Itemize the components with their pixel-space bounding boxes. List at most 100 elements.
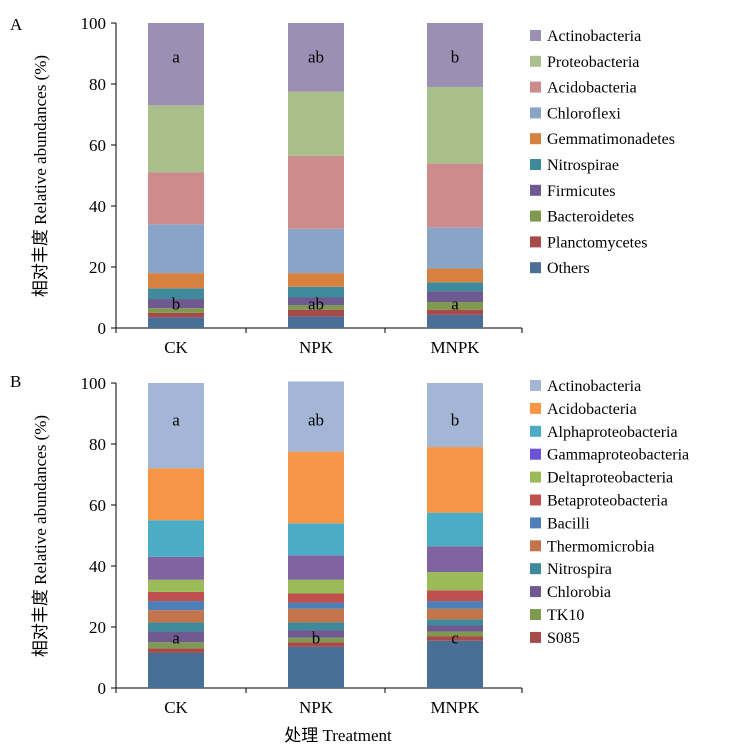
significance-letter: a bbox=[172, 411, 180, 430]
bar-segment-chlorobia-dark bbox=[148, 556, 204, 580]
bar-segment-alphaproteobacteria bbox=[148, 520, 204, 557]
legend-entry: Proteobacteria bbox=[547, 54, 639, 71]
bar-segment-actinobacteria bbox=[288, 381, 344, 452]
legend-swatch bbox=[530, 586, 541, 598]
bar-segment-chlorobia-dark bbox=[427, 546, 483, 573]
significance-letter: ab bbox=[308, 411, 324, 430]
y-tick-label: 20 bbox=[89, 258, 106, 277]
legend-swatch bbox=[530, 631, 541, 643]
significance-letter: a bbox=[172, 48, 180, 67]
bar-segment-nitrospira bbox=[288, 622, 344, 631]
bar-segment-acidobacteria bbox=[427, 447, 483, 513]
legend-entry: S085 bbox=[547, 630, 580, 647]
bar-segment-gemmatimonadetes bbox=[427, 268, 483, 283]
bar-segment-planctomycetes bbox=[427, 309, 483, 315]
bar-segment-others bbox=[288, 646, 344, 688]
legend-swatch bbox=[530, 471, 541, 483]
bar-segment-tk10 bbox=[427, 631, 483, 637]
y-tick-label: 40 bbox=[89, 557, 106, 576]
significance-letter: b bbox=[172, 295, 181, 314]
bar-segment-acidobacteria bbox=[288, 155, 344, 229]
legend-entry: Alphaproteobacteria bbox=[547, 424, 678, 441]
legend-swatch bbox=[530, 563, 541, 575]
legend-swatch bbox=[530, 133, 541, 145]
legend-entry: Acidobacteria bbox=[547, 80, 637, 97]
bar-segment-nitrospirae bbox=[288, 286, 344, 298]
y-tick-label: 100 bbox=[81, 374, 107, 393]
bar-segment-firmicutes bbox=[288, 297, 344, 306]
bar-segment-chlorobia bbox=[427, 625, 483, 632]
x-tick-label: MNPK bbox=[430, 698, 480, 717]
y-tick-label: 80 bbox=[89, 435, 106, 454]
legend-swatch bbox=[530, 55, 541, 67]
bar-segment-bacteroidetes bbox=[148, 308, 204, 313]
legend-swatch bbox=[530, 107, 541, 119]
bar-segment-alphaproteobacteria bbox=[427, 512, 483, 547]
legend-swatch bbox=[530, 236, 541, 248]
bar-segment-others bbox=[148, 317, 204, 328]
y-tick-label: 60 bbox=[89, 496, 106, 515]
bar-segment-gemmatimonadetes bbox=[288, 273, 344, 287]
legend-entry: Bacteroidetes bbox=[547, 209, 634, 226]
legend-swatch bbox=[530, 262, 541, 274]
bar-segment-firmicutes bbox=[148, 299, 204, 309]
bar-segment-tk10 bbox=[148, 642, 204, 649]
bar-segment-chloroflexi bbox=[427, 227, 483, 269]
legend-entry: Others bbox=[547, 260, 590, 277]
legend-swatch bbox=[530, 210, 541, 222]
legend-swatch bbox=[530, 402, 541, 414]
bar-segment-nitrospirae bbox=[427, 282, 483, 292]
bar-segment-actinobacteria bbox=[148, 23, 204, 106]
panel-label: B bbox=[10, 372, 21, 391]
legend-entry: Planctomycetes bbox=[547, 234, 647, 251]
bar-segment-chloroflexi bbox=[288, 228, 344, 274]
bar-segment-bacilli bbox=[288, 602, 344, 609]
legend-swatch bbox=[530, 159, 541, 170]
bar-segment-bacteroidetes bbox=[427, 302, 483, 310]
bar-segment-acidobacteria bbox=[288, 451, 344, 524]
bar-segment-alphaproteobacteria bbox=[288, 523, 344, 556]
bar-segment-nitrospira bbox=[427, 619, 483, 626]
y-tick-label: 0 bbox=[98, 319, 107, 338]
legend-swatch bbox=[530, 448, 541, 460]
bar-segment-thermomicrobia bbox=[427, 608, 483, 620]
bar-segment-others bbox=[148, 652, 204, 688]
x-tick-label: CK bbox=[164, 338, 188, 357]
legend-swatch bbox=[530, 609, 541, 620]
y-tick-label: 40 bbox=[89, 197, 106, 216]
legend-entry: Gemmatimonadetes bbox=[547, 131, 675, 148]
x-axis-title: 处理 Treatment bbox=[284, 726, 392, 745]
bar-segment-proteobacteria bbox=[427, 87, 483, 164]
bar-segment-actinobacteria bbox=[288, 23, 344, 92]
y-axis-title: 相对丰度 Relative abundances (%) bbox=[31, 415, 50, 657]
legend-swatch bbox=[530, 425, 541, 437]
significance-letter: b bbox=[451, 411, 460, 430]
legend-entry: Chlorobia bbox=[547, 584, 611, 601]
bar-segment-nitrospira bbox=[148, 622, 204, 632]
bar-segment-acidobacteria bbox=[148, 468, 204, 521]
legend-entry: Actinobacteria bbox=[547, 378, 641, 395]
bar-segment-actinobacteria bbox=[427, 383, 483, 448]
bar-segment-others bbox=[288, 316, 344, 328]
significance-letter: c bbox=[451, 629, 459, 648]
bar-segment-thermomicrobia bbox=[288, 608, 344, 623]
y-axis-title: 相对丰度 Relative abundances (%) bbox=[31, 55, 50, 297]
bar-segment-betaproteobacteria bbox=[288, 593, 344, 603]
bar-segment-planctomycetes bbox=[288, 309, 344, 317]
legend-entry: TK10 bbox=[547, 607, 584, 624]
bar-segment-acidobacteria bbox=[148, 172, 204, 225]
legend-entry: Betaproteobacteria bbox=[547, 493, 668, 510]
bar-segment-betaproteobacteria bbox=[427, 590, 483, 602]
bar-segment-others bbox=[427, 314, 483, 328]
bar-segment-s085 bbox=[288, 642, 344, 647]
legend-entry: Acidobacteria bbox=[547, 401, 637, 418]
significance-letter: ab bbox=[308, 48, 324, 67]
bar-segment-others bbox=[427, 640, 483, 688]
legend-entry: Actinobacteria bbox=[547, 28, 641, 45]
bar-segment-planctomycetes bbox=[148, 312, 204, 318]
bar-segment-actinobacteria bbox=[148, 383, 204, 469]
bar-segment-deltaproteobacteria bbox=[427, 572, 483, 591]
significance-letter: b bbox=[451, 48, 460, 67]
x-tick-label: NPK bbox=[299, 338, 334, 357]
